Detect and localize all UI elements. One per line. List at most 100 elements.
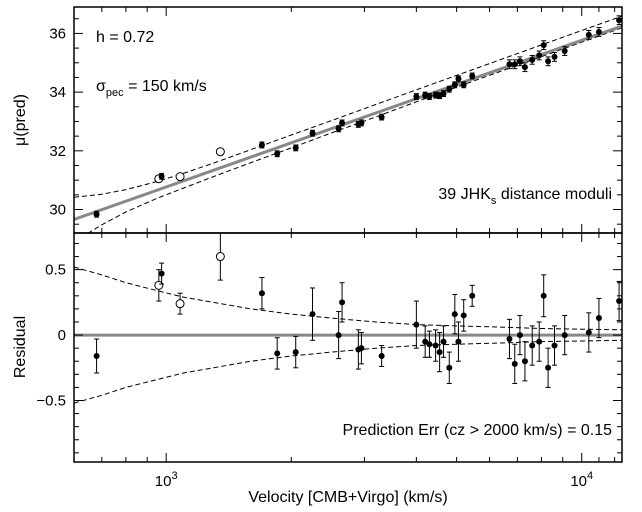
bottom-x-ticks: 103 104: [73, 233, 616, 490]
data-point: [309, 130, 316, 137]
data-point: [292, 144, 299, 151]
y-tick-label: 30: [49, 202, 66, 219]
x-tick-label: 103: [155, 470, 178, 490]
bottom-plot-frame: [73, 232, 623, 463]
data-point: [616, 17, 622, 24]
sigma-subscript: pec: [106, 87, 124, 99]
y-tick-label: −0.5: [36, 392, 66, 409]
data-point: [339, 299, 346, 306]
x-tick-label: 104: [570, 470, 593, 490]
y-tick-label: 0: [58, 327, 66, 344]
open-point: [215, 147, 225, 157]
data-point: [460, 312, 467, 319]
data-point: [529, 56, 536, 63]
data-point: [451, 311, 458, 318]
data-point: [335, 332, 342, 339]
x-tick-exponent: 3: [171, 470, 177, 482]
data-point: [451, 81, 458, 88]
data-point: [506, 335, 513, 342]
data-point: [506, 61, 513, 68]
data-point: [440, 90, 447, 97]
data-point: [460, 81, 467, 88]
data-point: [446, 86, 453, 93]
data-point: [529, 342, 536, 349]
data-point: [540, 42, 547, 49]
count-annotation: 39 JHKs distance moduli: [438, 186, 612, 207]
data-point: [258, 290, 265, 297]
data-point: [551, 342, 558, 349]
envelope-lower-line: [87, 27, 622, 233]
data-point: [436, 349, 443, 356]
data-point: [358, 119, 365, 126]
x-axis-title: Velocity [CMB+Virgo] (km/s): [248, 489, 447, 506]
data-point: [358, 345, 365, 352]
data-point: [378, 353, 385, 360]
x-tick-base: 10: [570, 473, 587, 490]
data-point: [545, 58, 552, 65]
envelope-upper-line: [74, 266, 622, 331]
count-main: 39 JHK: [438, 186, 491, 203]
data-point: [511, 360, 518, 367]
data-point: [93, 211, 100, 218]
sigma-annotation: σpec = 150 km/s: [96, 78, 207, 99]
data-point: [540, 292, 547, 299]
bottom-panel: 0.50−0.5 103 104 Residual Velocity [CMB+V…: [12, 233, 622, 506]
data-point: [455, 338, 462, 345]
data-point: [274, 350, 281, 357]
data-point: [440, 338, 447, 345]
data-point: [455, 75, 462, 82]
data-point: [616, 298, 622, 305]
top-data-points: [93, 15, 622, 218]
data-point: [446, 364, 453, 371]
data-point: [158, 270, 165, 277]
h-annotation: h = 0.72: [96, 29, 154, 46]
data-point: [561, 48, 568, 55]
y-tick-label: 34: [49, 84, 66, 101]
y-tick-label: 32: [49, 143, 66, 160]
data-point: [378, 114, 385, 121]
sigma-symbol: σ: [96, 78, 106, 95]
envelope-upper-line: [74, 15, 622, 198]
top-y-axis-title: μ(pred): [12, 94, 29, 146]
y-tick-label: 36: [49, 25, 66, 42]
data-point: [516, 58, 523, 65]
top-y-ticks: 30 32 34 36: [49, 18, 622, 225]
top-error-envelope: [74, 15, 622, 233]
data-point: [516, 332, 523, 339]
data-point: [292, 349, 299, 356]
data-point: [521, 64, 528, 71]
data-point: [335, 125, 342, 132]
open-point: [154, 280, 164, 290]
prediction-error-annotation: Prediction Err (cz > 2000 km/s) = 0.15: [343, 422, 613, 439]
open-point: [175, 172, 185, 182]
top-panel: 30 32 34 36 μ(pred) h = 0.72 σpec = 150 km/…: [12, 7, 622, 233]
data-point: [309, 311, 316, 318]
data-point: [274, 150, 281, 157]
bottom-y-axis-title: Residual: [12, 316, 29, 378]
x-tick-exponent: 4: [587, 470, 593, 482]
data-point: [469, 72, 476, 79]
sigma-value: = 150 km/s: [124, 78, 207, 95]
data-point: [536, 338, 543, 345]
data-point: [93, 353, 100, 360]
data-point: [585, 31, 592, 38]
data-point: [521, 358, 528, 365]
open-point: [215, 252, 225, 262]
bottom-y-ticks: 0.5 0 −0.5: [36, 242, 622, 454]
data-point: [561, 332, 568, 339]
data-point: [545, 364, 552, 371]
data-point: [511, 61, 518, 68]
data-point: [585, 329, 592, 336]
data-point: [595, 315, 602, 322]
count-subscript: s: [491, 195, 497, 207]
count-rest: distance moduli: [496, 186, 612, 203]
data-point: [536, 52, 543, 59]
y-tick-label: 0.5: [45, 262, 66, 279]
data-point: [426, 93, 433, 100]
data-point: [595, 28, 602, 35]
data-point: [426, 341, 433, 348]
data-point: [158, 173, 165, 180]
data-point: [413, 93, 420, 100]
data-point: [469, 292, 476, 299]
